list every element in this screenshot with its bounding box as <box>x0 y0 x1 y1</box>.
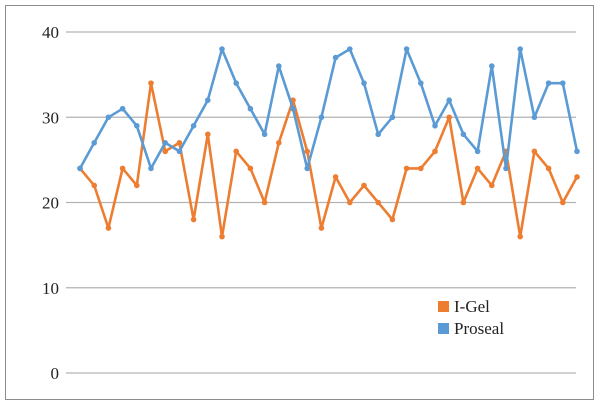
data-point-i-gel <box>205 132 211 138</box>
data-point-i-gel <box>489 183 495 189</box>
data-point-i-gel <box>304 149 310 155</box>
data-point-i-gel <box>404 166 410 172</box>
data-point-proseal <box>276 63 282 69</box>
data-point-i-gel <box>546 166 552 172</box>
data-point-i-gel <box>517 234 523 240</box>
data-point-proseal <box>560 80 566 86</box>
data-point-proseal <box>503 166 509 172</box>
data-point-proseal <box>432 123 438 129</box>
data-point-proseal <box>319 114 325 120</box>
series-layer <box>77 46 580 239</box>
data-point-i-gel <box>560 200 566 206</box>
chart-frame: 0 10 20 30 40 I-Gel Proseal <box>5 5 594 400</box>
data-point-i-gel <box>375 200 381 206</box>
data-point-proseal <box>361 80 367 86</box>
data-point-i-gel <box>418 166 424 172</box>
data-point-i-gel <box>361 183 367 189</box>
data-point-proseal <box>162 140 168 146</box>
data-point-proseal <box>233 80 239 86</box>
data-point-i-gel <box>120 166 126 172</box>
data-point-proseal <box>106 114 112 120</box>
data-point-i-gel <box>446 114 452 120</box>
data-point-i-gel <box>475 166 481 172</box>
data-point-proseal <box>347 46 353 52</box>
data-point-i-gel <box>134 183 140 189</box>
data-point-proseal <box>91 140 97 146</box>
data-point-proseal <box>489 63 495 69</box>
data-point-proseal <box>148 166 154 172</box>
data-point-proseal <box>390 114 396 120</box>
data-point-proseal <box>205 97 211 103</box>
data-point-proseal <box>191 123 197 129</box>
data-point-proseal <box>446 97 452 103</box>
data-point-i-gel <box>233 149 239 155</box>
legend-swatch-i-gel <box>438 301 449 312</box>
data-point-i-gel <box>162 149 168 155</box>
data-point-proseal <box>333 55 339 61</box>
data-point-i-gel <box>91 183 97 189</box>
data-point-proseal <box>574 149 580 155</box>
data-point-proseal <box>248 106 254 112</box>
data-point-i-gel <box>461 200 467 206</box>
data-point-i-gel <box>390 217 396 223</box>
y-axis-ticks: 0 10 20 30 40 <box>42 23 59 383</box>
line-chart: 0 10 20 30 40 I-Gel Proseal <box>6 6 595 401</box>
data-point-proseal <box>219 46 225 52</box>
data-point-proseal <box>134 123 140 129</box>
data-point-i-gel <box>177 140 183 146</box>
legend-swatch-proseal <box>438 323 449 334</box>
data-point-i-gel <box>333 174 339 180</box>
data-point-proseal <box>418 80 424 86</box>
data-point-i-gel <box>219 234 225 240</box>
y-tick-label: 40 <box>42 23 59 42</box>
data-point-i-gel <box>148 80 154 86</box>
data-point-proseal <box>517 46 523 52</box>
data-point-i-gel <box>432 149 438 155</box>
data-point-i-gel <box>347 200 353 206</box>
data-point-proseal <box>546 80 552 86</box>
data-point-proseal <box>304 166 310 172</box>
data-point-i-gel <box>106 225 112 231</box>
data-point-i-gel <box>248 166 254 172</box>
y-tick-label: 10 <box>42 279 59 298</box>
y-tick-label: 30 <box>42 108 59 127</box>
legend-label-proseal: Proseal <box>454 319 504 338</box>
data-point-i-gel <box>191 217 197 223</box>
data-point-i-gel <box>276 140 282 146</box>
data-point-i-gel <box>262 200 268 206</box>
data-point-i-gel <box>574 174 580 180</box>
data-point-proseal <box>404 46 410 52</box>
data-point-proseal <box>290 106 296 112</box>
data-point-i-gel <box>319 225 325 231</box>
legend: I-Gel Proseal <box>438 297 504 338</box>
series-line-proseal <box>80 49 577 168</box>
data-point-proseal <box>532 114 538 120</box>
data-point-proseal <box>177 149 183 155</box>
legend-label-i-gel: I-Gel <box>454 297 490 316</box>
data-point-proseal <box>262 132 268 138</box>
y-tick-label: 0 <box>51 364 60 383</box>
data-point-proseal <box>120 106 126 112</box>
y-tick-label: 20 <box>42 194 59 213</box>
data-point-proseal <box>475 149 481 155</box>
data-point-proseal <box>77 166 83 172</box>
data-point-proseal <box>375 132 381 138</box>
data-point-i-gel <box>532 149 538 155</box>
data-point-proseal <box>461 132 467 138</box>
